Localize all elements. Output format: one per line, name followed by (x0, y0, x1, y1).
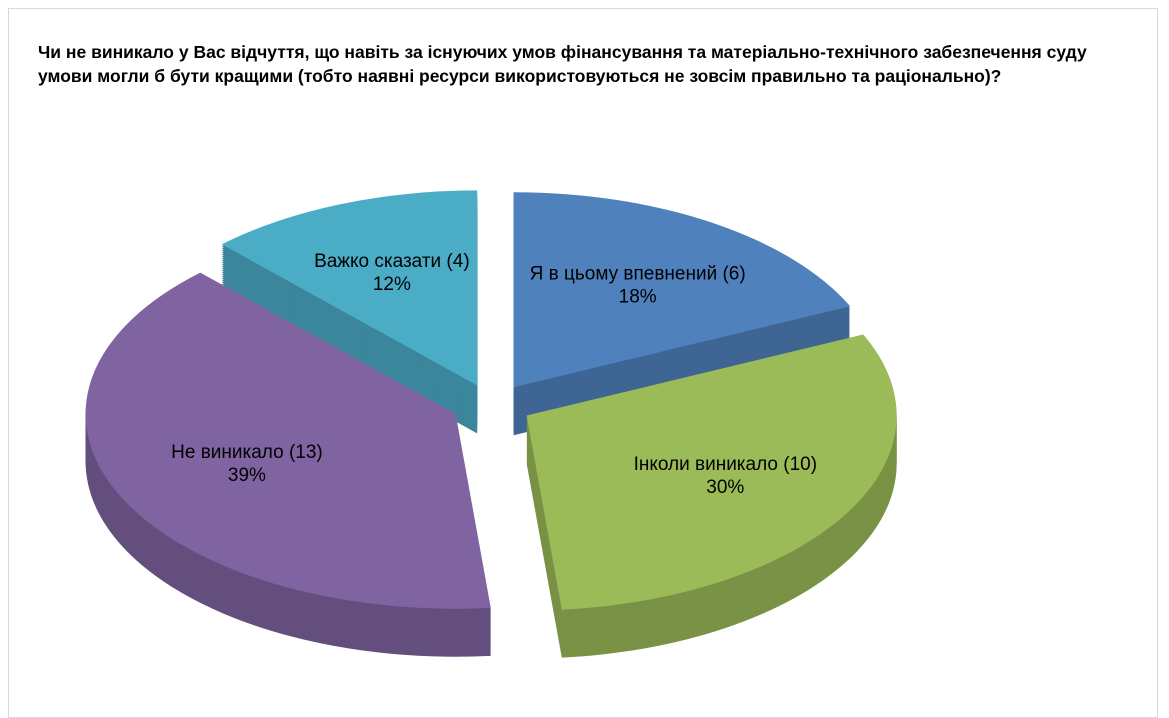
slice (526, 334, 897, 610)
data-label-category: Інколи виникало (10) (634, 454, 817, 475)
slice-group (221, 190, 478, 434)
slice (85, 272, 491, 609)
data-label-value: 30% (706, 477, 744, 498)
chart-title: Чи не виникало у Вас відчуття, що навіть… (38, 42, 1087, 86)
slice-group (513, 192, 851, 436)
slice-group (85, 272, 491, 657)
data-label-category: Важко сказати (4) (314, 251, 470, 272)
data-label-value: 18% (619, 287, 657, 308)
slice-group (526, 334, 897, 658)
data-label-value: 39% (228, 465, 266, 486)
slice (513, 192, 851, 388)
slice (221, 190, 478, 386)
data-label-value: 12% (373, 274, 411, 295)
data-label-category: Я в цьому впевнений (6) (530, 264, 746, 285)
data-label-category: Не виникало (13) (171, 442, 323, 463)
